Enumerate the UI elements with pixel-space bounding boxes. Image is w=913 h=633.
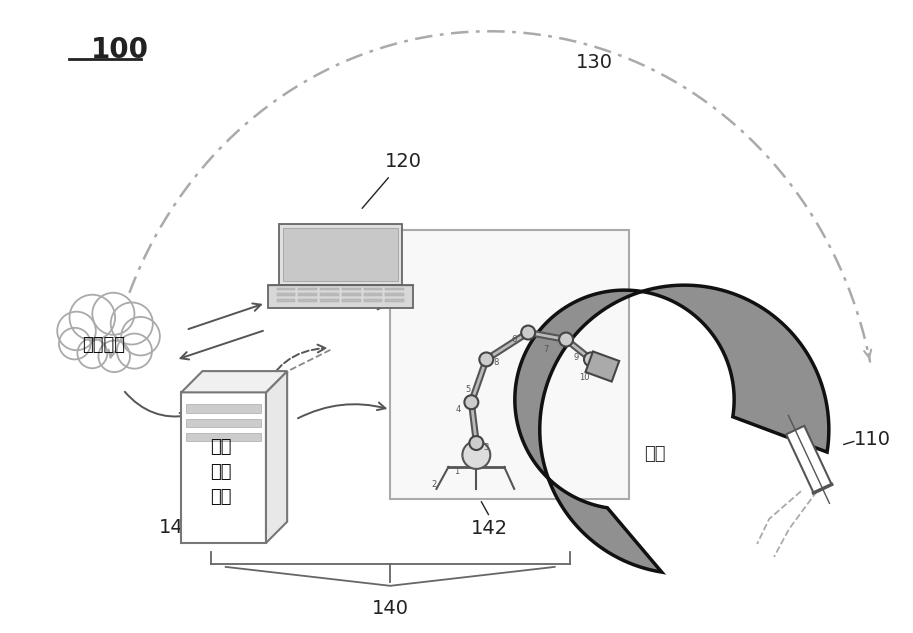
Bar — [299, 287, 317, 291]
Bar — [299, 299, 317, 302]
Circle shape — [58, 311, 96, 350]
Circle shape — [59, 328, 90, 360]
Circle shape — [92, 292, 134, 335]
Text: 3: 3 — [484, 442, 489, 451]
Text: 140: 140 — [372, 599, 409, 618]
Circle shape — [479, 353, 493, 367]
Text: 5: 5 — [466, 385, 471, 394]
Circle shape — [521, 325, 535, 339]
Bar — [186, 433, 261, 441]
Text: 1: 1 — [454, 467, 459, 477]
Bar — [363, 294, 383, 296]
Circle shape — [469, 436, 483, 450]
Circle shape — [117, 334, 152, 368]
Circle shape — [462, 441, 490, 469]
Bar — [186, 418, 261, 427]
Bar — [385, 287, 404, 291]
Text: 142: 142 — [471, 519, 509, 538]
Bar — [283, 229, 398, 281]
Circle shape — [69, 295, 115, 341]
Bar — [186, 404, 261, 413]
Polygon shape — [515, 285, 829, 572]
Bar — [390, 230, 629, 499]
Bar — [299, 294, 317, 296]
Text: 机械
臂控
制器: 机械 臂控 制器 — [210, 438, 232, 506]
Polygon shape — [182, 371, 288, 392]
Circle shape — [78, 339, 107, 368]
Bar — [182, 392, 266, 543]
Bar — [341, 299, 361, 302]
Bar — [363, 287, 383, 291]
Bar — [385, 294, 404, 296]
Text: 120: 120 — [385, 152, 422, 171]
Text: 10: 10 — [579, 373, 589, 382]
Text: 141: 141 — [159, 518, 195, 537]
Text: 9: 9 — [573, 353, 579, 362]
Bar — [341, 294, 361, 296]
Polygon shape — [266, 371, 288, 543]
Bar — [585, 351, 619, 382]
Bar — [320, 294, 339, 296]
Bar — [341, 287, 361, 291]
Bar — [277, 294, 296, 296]
Circle shape — [121, 317, 160, 356]
Text: 4: 4 — [456, 404, 461, 414]
Circle shape — [110, 303, 152, 344]
Text: 工件: 工件 — [644, 446, 666, 463]
Text: 7: 7 — [543, 345, 549, 354]
Bar — [277, 299, 296, 302]
Text: 100: 100 — [91, 36, 149, 64]
Polygon shape — [786, 426, 832, 493]
Circle shape — [584, 353, 598, 367]
Circle shape — [465, 395, 478, 409]
Text: 标定软件: 标定软件 — [82, 336, 126, 354]
Bar — [320, 287, 339, 291]
Bar — [385, 299, 404, 302]
Text: 6: 6 — [511, 335, 517, 344]
Bar — [277, 287, 296, 291]
Text: 130: 130 — [576, 53, 613, 72]
Text: 8: 8 — [494, 358, 499, 367]
Text: 110: 110 — [854, 430, 891, 449]
Bar — [320, 299, 339, 302]
Bar — [268, 285, 413, 308]
Bar — [363, 299, 383, 302]
Circle shape — [559, 332, 573, 346]
Bar — [278, 224, 402, 285]
Text: 2: 2 — [432, 480, 437, 489]
Circle shape — [99, 341, 130, 372]
